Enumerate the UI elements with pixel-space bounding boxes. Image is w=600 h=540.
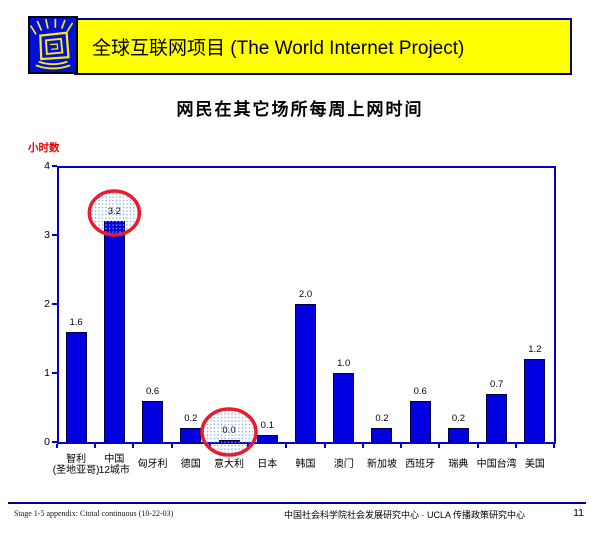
x-tick-mark (247, 444, 250, 448)
footer-center-note: 中国社会科学院社会发展研究中心 · UCLA 传播政策研究中心 (284, 510, 526, 520)
bar (524, 359, 546, 442)
category-label: 德国 (146, 450, 236, 480)
plot-border-right (554, 166, 556, 444)
y-tick-mark (52, 372, 57, 374)
header-banner: 全球互联网项目 (The World Internet Project) (74, 18, 572, 75)
footer-left-note: Stage 1-5 appendix: Ctotal continuous (1… (14, 509, 174, 518)
category-label: 匈牙利 (108, 450, 198, 480)
bar (409, 401, 431, 442)
category-label-line: 匈牙利 (137, 459, 168, 471)
category-label: 中国台湾 (452, 450, 542, 480)
bar (447, 428, 469, 442)
x-tick-mark (208, 444, 211, 448)
category-label: 新加坡 (337, 450, 427, 480)
y-axis-line (57, 166, 59, 444)
y-tick-mark (52, 165, 57, 167)
category-label: 日本 (222, 450, 312, 480)
bar-value-label: 1.0 (337, 358, 351, 369)
bar-value-label: 0.1 (260, 420, 274, 431)
bar (256, 435, 278, 442)
category-label-line: 日本 (257, 459, 278, 471)
category-label-line: 中国 (104, 453, 125, 465)
y-tick-mark (52, 234, 57, 236)
x-tick-mark (323, 444, 326, 448)
footer-divider (8, 502, 586, 504)
x-axis-line (57, 442, 556, 444)
y-tick-label: 4 (44, 160, 50, 172)
x-tick-mark (285, 444, 288, 448)
chart-title: 网民在其它场所每周上网时间 (176, 100, 424, 119)
category-label-line: 智利 (66, 453, 87, 465)
x-tick-mark (514, 444, 517, 448)
category-label-line: 德国 (180, 459, 201, 471)
x-tick-mark (132, 444, 135, 448)
category-label-line: 12城市 (98, 465, 130, 476)
bar (65, 332, 87, 442)
x-tick-mark (94, 444, 97, 448)
y-tick-label: 0 (44, 436, 50, 448)
category-label: 瑞典 (413, 450, 503, 480)
bar-value-label: 0.7 (490, 379, 504, 390)
x-tick-mark (438, 444, 441, 448)
category-label: 韩国 (261, 450, 351, 480)
y-tick-mark (52, 441, 57, 443)
bar (218, 440, 240, 442)
bar-value-label: 0.2 (451, 413, 466, 424)
y-axis-title: 小时数 (28, 142, 60, 154)
bar (103, 221, 125, 442)
category-label-line: 澳门 (333, 459, 354, 471)
x-tick-mark (400, 444, 403, 448)
x-tick-mark (56, 444, 58, 448)
category-label-line: 中国台湾 (476, 459, 517, 471)
bar (371, 428, 393, 442)
bar-value-label: 2.0 (298, 289, 313, 300)
y-tick-label: 2 (44, 298, 50, 310)
category-label: 澳门 (299, 450, 389, 480)
category-label-line: 美国 (524, 459, 545, 471)
category-label-line: 瑞典 (448, 459, 469, 471)
bar (142, 401, 164, 442)
bar-value-label: 0.6 (145, 386, 160, 397)
plot-border-top (57, 166, 556, 168)
radiating-monitor-icon (30, 18, 74, 70)
category-label: 美国 (490, 450, 580, 480)
category-label: 西班牙 (375, 450, 465, 480)
header-title: 全球互联网项目 (The World Internet Project) (92, 38, 465, 59)
bar-value-label: 1.2 (528, 344, 542, 355)
category-label: 意大利 (184, 450, 274, 480)
bar-value-label: 1.6 (69, 317, 83, 328)
category-label-line: (圣地亚哥) (52, 465, 100, 476)
bar-value-label: 0.2 (375, 413, 389, 424)
x-tick-mark (170, 444, 173, 448)
category-label-line: 韩国 (295, 459, 316, 471)
category-label: 智利 (圣地亚哥) (31, 450, 121, 480)
bar-value-label: 0.2 (184, 413, 198, 424)
category-label-line: 新加坡 (366, 459, 397, 471)
y-tick-label: 3 (44, 229, 50, 241)
bar (295, 304, 316, 442)
bar (486, 394, 508, 442)
category-label-line: 意大利 (214, 459, 245, 471)
bar-value-label: 0.6 (413, 386, 427, 397)
page-number: 11 (573, 507, 584, 519)
y-tick-label: 1 (44, 367, 50, 379)
y-tick-mark (52, 303, 57, 305)
category-label: 中国 12城市 (69, 450, 159, 480)
x-tick-mark (476, 444, 479, 448)
bar-value-label: 3.2 (107, 206, 121, 217)
logo (28, 16, 78, 74)
x-tick-mark (553, 444, 555, 448)
x-tick-mark (361, 444, 364, 448)
bar (333, 373, 355, 442)
category-label-line: 西班牙 (405, 459, 436, 471)
